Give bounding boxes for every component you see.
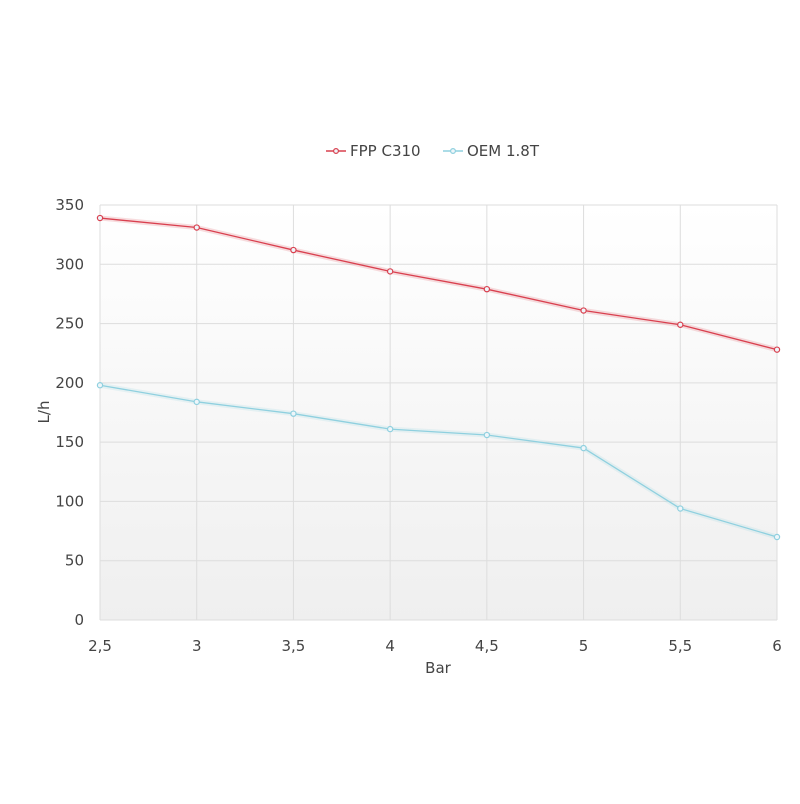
x-tick-label: 5 [579,637,589,655]
series-lines [96,214,781,541]
legend: FPP C310 OEM 1.8T [326,142,540,160]
x-axis-title: Bar [425,659,451,677]
x-tick-label: 4 [385,637,395,655]
legend-label: FPP C310 [350,142,421,160]
grid-lines [99,204,778,621]
y-tick-label: 200 [55,374,84,392]
data-point[interactable] [773,346,781,353]
legend-marker [450,148,457,155]
series-1 [96,214,781,353]
legend-label: OEM 1.8T [467,142,540,160]
data-point[interactable] [386,268,394,275]
data-point[interactable] [386,425,394,433]
data-point[interactable] [483,285,491,293]
y-tick-label: 50 [65,552,84,570]
data-point[interactable] [96,382,104,389]
data-point[interactable] [290,410,297,417]
data-point[interactable] [193,224,200,231]
data-point[interactable] [193,398,200,406]
plot-area [100,205,777,620]
data-point[interactable] [290,246,297,254]
y-axis-ticks: 0 50 100 150 200 250 300 350 [55,196,84,629]
data-point[interactable] [677,321,684,328]
data-point[interactable] [580,307,587,314]
x-tick-label: 2,5 [88,637,112,655]
y-tick-label: 300 [55,255,84,273]
data-point[interactable] [580,444,587,452]
data-point[interactable] [483,431,491,439]
data-point[interactable] [773,533,781,541]
data-point[interactable] [96,214,104,222]
y-tick-label: 350 [55,196,84,214]
legend-item-1[interactable]: FPP C310 [326,142,421,160]
y-tick-label: 250 [55,315,84,333]
series-line [99,384,778,538]
x-axis-ticks: 2,5 3 3,5 4 4,5 5 5,5 6 [88,637,782,655]
x-tick-label: 3,5 [281,637,305,655]
data-point[interactable] [677,505,684,512]
y-tick-label: 150 [55,433,84,451]
x-tick-label: 5,5 [668,637,692,655]
y-axis-title: L/h [35,401,53,424]
y-tick-label: 0 [74,611,84,629]
legend-marker [333,148,340,155]
x-tick-label: 4,5 [475,637,499,655]
series-2 [96,382,781,541]
legend-item-2[interactable]: OEM 1.8T [443,142,540,160]
series-line [99,217,778,351]
y-tick-label: 100 [55,492,84,510]
x-tick-label: 3 [192,637,202,655]
x-tick-label: 6 [772,637,782,655]
